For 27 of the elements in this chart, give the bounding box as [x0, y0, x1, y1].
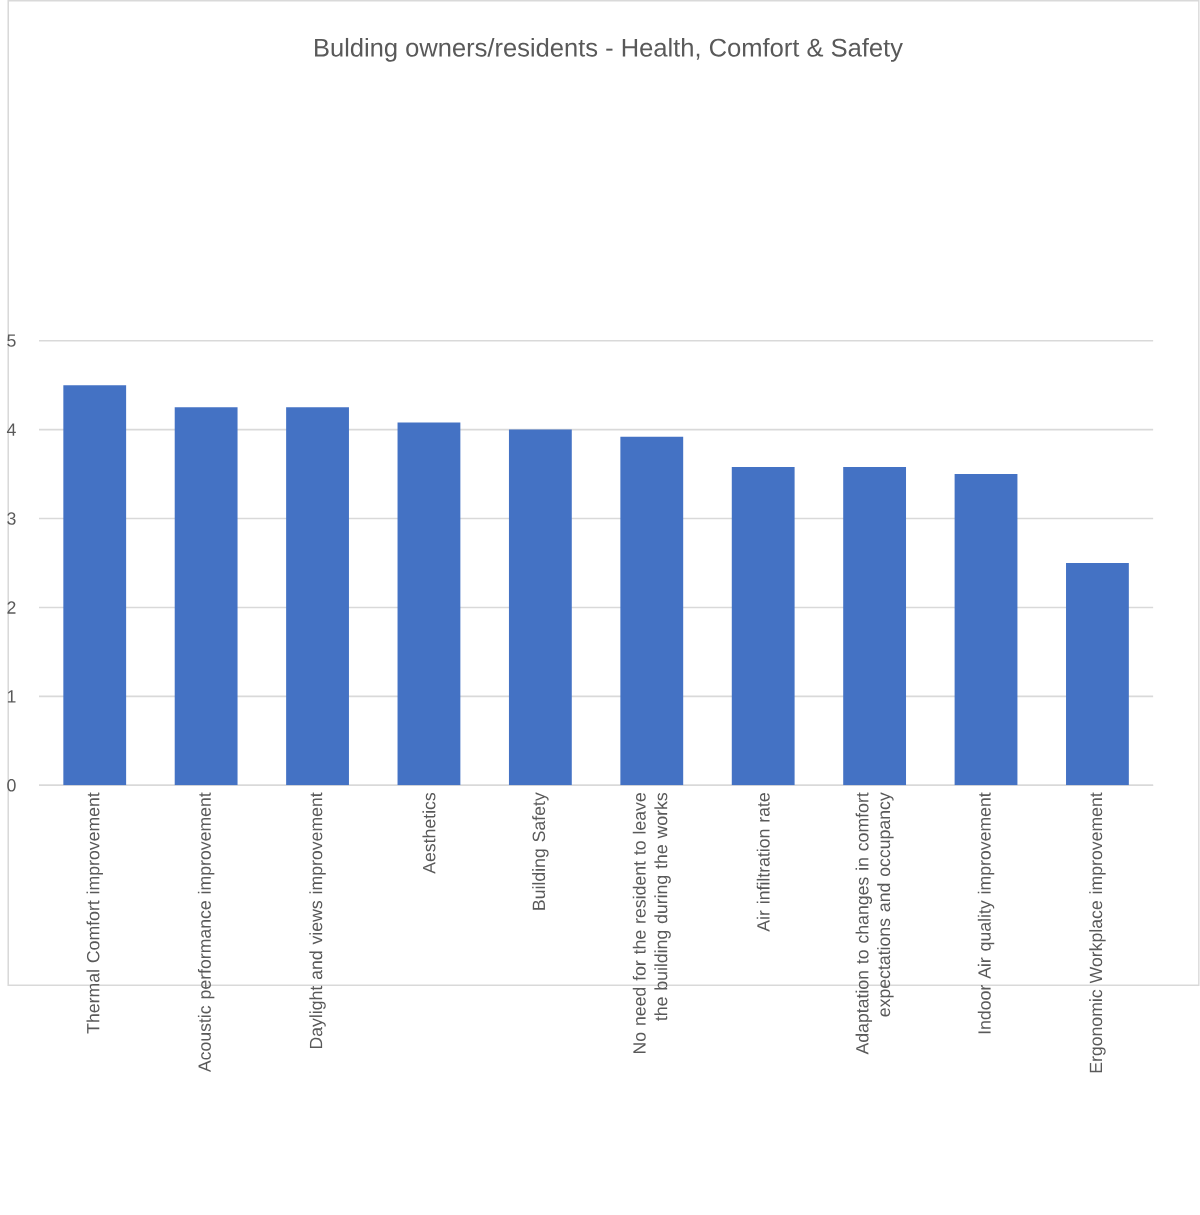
bar — [731, 466, 795, 786]
bar — [954, 474, 1018, 786]
bar — [620, 436, 684, 786]
bar — [397, 422, 461, 786]
bar — [174, 407, 238, 786]
x-tick-label: Daylight and views improvement — [309, 792, 326, 1049]
chart-title: Bulding owners/residents - Health, Comfort & Safety — [315, 37, 904, 62]
bar — [843, 466, 907, 786]
bar — [286, 407, 350, 786]
x-tick-label: Adaptation to changes in comfort expectations and occupancy — [855, 792, 894, 1055]
x-tick-label: Air infiltration rate — [756, 793, 770, 932]
x-tick-label: Building Safety — [532, 792, 549, 910]
x-tick-label: Acoustic performance improvement — [198, 792, 215, 1073]
bar — [63, 385, 127, 786]
x-tick-label: Indoor Air quality improvement — [977, 792, 995, 1034]
y-tick-label: 0 — [7, 779, 16, 792]
x-tick-label: Thermal Comfort improvement — [86, 792, 104, 1034]
x-tick-label: Ergonomic Workplace improvement — [1089, 792, 1106, 1073]
x-tick-label: Aesthetics — [422, 792, 436, 874]
y-tick-label: 2 — [7, 601, 16, 614]
y-tick-label: 4 — [7, 423, 16, 436]
y-tick-label: 3 — [7, 512, 16, 525]
y-tick-label: 5 — [7, 334, 16, 347]
y-tick-label: 1 — [8, 690, 16, 703]
x-tick-label: No need for the resident to leave the building during the works — [632, 792, 671, 1054]
bar — [1066, 563, 1129, 786]
bar — [509, 429, 572, 786]
